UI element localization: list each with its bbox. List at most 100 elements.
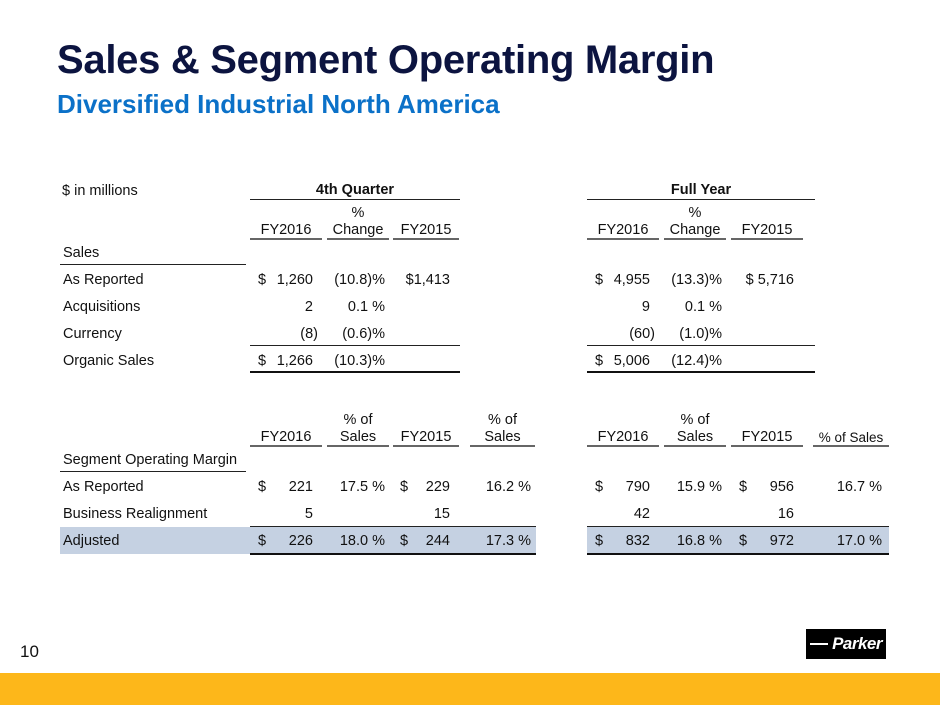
col-header-q4-fy2015: FY2015 [400,222,452,238]
currency-symbol: $ [258,479,267,495]
fy-pct-change: 0.1 % [684,299,722,315]
col-header-fy-pct-bottom: Sales [676,429,714,445]
col-header-fy-fy2015: FY2015 [741,222,793,238]
col-header-q4-pct-bottom: Change [332,222,384,238]
footer-bar [0,673,940,705]
col-header-q4-fy2016: FY2016 [260,429,312,445]
currency-symbol: $ [595,533,604,549]
total-line [250,371,460,373]
section-label-sales: Sales [63,245,100,261]
fy-fy2016-value: (60) [629,326,655,342]
col-header-q4-pct-top: % [351,205,365,221]
group-header-q4: 4th Quarter [315,182,395,198]
q4-fy2016-pct: 17.5 % [339,479,385,495]
fy-fy2016-value: 9 [641,299,650,315]
row-label: As Reported [63,479,144,495]
q4-fy2016-value: (8) [300,326,318,342]
col-underline [327,445,389,447]
q4-fy2015-value: 244 [425,533,450,549]
fy-fy2015-pct: 17.0 % [836,533,882,549]
currency-symbol: $ [739,533,748,549]
fy-fy2016-value: 4,955 [613,272,650,288]
fy-fy2016-pct: 16.8 % [676,533,722,549]
page-subtitle: Diversified Industrial North America [57,89,500,119]
row-label: Currency [63,326,122,342]
subtotal-line [250,526,536,527]
currency-symbol: $ [400,533,409,549]
col-header-fy-pct-top: % [688,205,702,221]
currency-symbol: $ [258,272,267,288]
col-header-q4-fy2015: FY2015 [400,429,452,445]
group-underline-fy [587,199,815,200]
col-underline [664,238,726,240]
total-line [587,553,889,555]
highlight-band-q4 [60,527,536,554]
subtotal-line [587,345,815,346]
fy-fy2015-value: $ 5,716 [745,272,794,288]
q4-fy2016-value: 226 [288,533,313,549]
units-label: $ in millions [62,183,138,199]
page-number: 10 [20,642,39,661]
col-underline [813,445,889,447]
parker-logo: Parker [806,629,886,659]
currency-symbol: $ [595,272,604,288]
section-underline [60,264,246,265]
q4-fy2016-pct: 18.0 % [339,533,385,549]
fy-fy2016-value: 832 [625,533,650,549]
q4-fy2016-value: 221 [288,479,313,495]
section-underline [60,471,246,472]
currency-symbol: $ [595,479,604,495]
q4-fy2016-value: 1,266 [276,353,313,369]
fy-fy2016-value: 5,006 [613,353,650,369]
col-header-fy-pct-of-sales: % of Sales [818,430,884,445]
currency-symbol: $ [739,479,748,495]
q4-fy2016-value: 5 [304,506,313,522]
logo-bar-icon [810,643,828,645]
col-underline [587,445,659,447]
subtotal-line [250,345,460,346]
fy-fy2015-value: 956 [769,479,794,495]
q4-pct-change: (10.3)% [334,353,385,369]
col-header-q4-fy2016: FY2016 [260,222,312,238]
total-line [250,553,536,555]
group-underline-q4 [250,199,460,200]
fy-fy2016-pct: 15.9 % [676,479,722,495]
col-underline [731,238,803,240]
col-underline [393,238,459,240]
q4-pct-change: 0.1 % [347,299,385,315]
q4-fy2016-value: 1,260 [276,272,313,288]
currency-symbol: $ [258,533,267,549]
col-header-q4b-pct-top: % of [487,412,517,428]
col-header-q4b-pct-bottom: Sales [484,429,521,445]
subtotal-line [587,526,889,527]
col-underline [327,238,389,240]
q4-fy2015-value: 15 [433,506,450,522]
col-underline [250,445,322,447]
col-header-q4-pct-top: % of [343,412,373,428]
section-label-segment-margin: Segment Operating Margin [63,452,238,468]
group-header-fy: Full Year [670,182,732,198]
row-label: Acquisitions [63,299,141,315]
fy-fy2015-pct: 16.7 % [836,479,882,495]
fy-fy2016-value: 42 [633,506,650,522]
q4-fy2016-value: 2 [304,299,313,315]
fy-pct-change: (12.4)% [671,353,722,369]
col-underline [587,238,659,240]
fy-fy2016-value: 790 [625,479,650,495]
currency-symbol: $ [595,353,604,369]
q4-pct-change: (0.6)% [342,326,385,342]
col-header-fy-fy2016: FY2016 [597,222,649,238]
col-header-fy-pct-top: % of [680,412,710,428]
q4-fy2015-pct: 17.3 % [485,533,531,549]
col-underline [470,445,535,447]
q4-fy2015-value: 229 [425,479,450,495]
col-header-q4-pct-bottom: Sales [339,429,377,445]
row-label: Business Realignment [63,506,208,522]
q4-fy2015-value: $1,413 [405,272,450,288]
fy-pct-change: (1.0)% [679,326,722,342]
col-underline [731,445,803,447]
highlight-band-fy [587,527,889,554]
logo-text: Parker [832,634,882,653]
fy-fy2015-value: 972 [769,533,794,549]
fy-fy2015-value: 16 [777,506,794,522]
